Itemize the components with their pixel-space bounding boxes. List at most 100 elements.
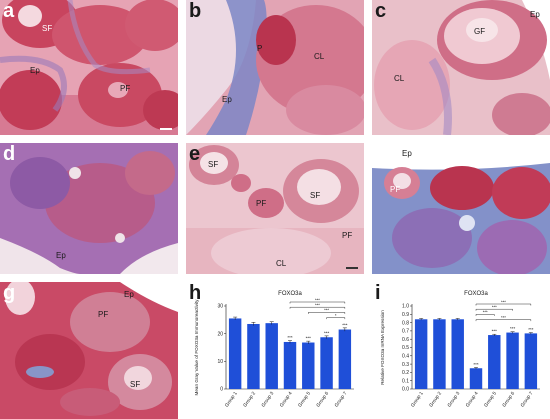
y-tick-label: 0.1 [402,378,409,384]
bar [302,342,315,389]
bar [283,341,297,389]
panel-label-i: i [375,282,381,304]
panel-label-c: c [375,0,387,22]
x-tick-label: Group 2 [242,390,257,408]
bracket-significance-label: *** [315,303,320,308]
bar [265,323,278,389]
bar-significance-label: *** [306,336,312,341]
micrograph-image-c [372,0,550,135]
annotation-pf: PF [120,84,131,93]
bracket-significance-label: *** [324,308,329,313]
micrograph-panel-c: c GF Ep CL [372,0,550,135]
bar-significance-label: *** [492,329,498,334]
chart-panel-h: h FOXO3a Mean Gray Value of FOXO3a Immuno… [186,282,364,419]
bracket-significance-label: *** [501,315,506,320]
annotation-ep: Ep [222,95,232,104]
bar-significance-label: *** [473,362,479,367]
micrograph-image-f [372,143,550,274]
micrograph-image-b [186,0,364,135]
bracket-significance-label: *** [492,305,497,310]
micrograph-image-e [186,143,364,274]
bar [338,329,352,389]
micrograph-image-g [0,282,178,419]
bar [414,319,428,389]
bar-chart-h: FOXO3a Mean Gray Value of FOXO3a Immunore… [194,291,354,408]
x-tick-label: Group 7 [334,390,349,408]
bracket-significance-label: *** [315,297,320,302]
bar-significance-label: *** [528,327,534,332]
y-axis-label: Mean Gray Value of FOXO3a Immunoreactivi… [194,299,199,396]
micrograph-image-d [0,143,178,274]
panel-label-f: f [375,143,382,165]
y-tick-label: 0.8 [402,320,409,326]
micrograph-panel-e: e SF PF SF PF CL [186,143,364,274]
chart-title: FOXO3a [278,291,302,297]
panel-label-e: e [189,143,201,165]
bar-significance-label: *** [287,335,293,340]
y-tick-label: 0.5 [402,345,409,351]
bar [451,319,464,389]
micrograph-panel-b: b P CL Ep [186,0,364,135]
annotation-gf: GF [474,27,486,36]
chart-panel-i: i FOXO3a Relative FOXO3a mRNA Expression 0… [372,282,550,419]
scale-bar [160,128,172,130]
bar [320,337,333,389]
y-tick-label: 0.0 [402,387,409,393]
micrograph-panel-d: d Ep [0,143,178,274]
micrograph-panel-f: f Ep PF [372,143,550,274]
x-tick-label: Group 4 [465,390,480,408]
panel-label-g: g [3,282,16,304]
bracket-significance-label: * [335,313,337,318]
annotation-cl: CL [276,259,287,268]
annotation-pf: PF [342,231,353,240]
y-tick-label: 0 [220,387,223,393]
bar-chart-i: FOXO3a Relative FOXO3a mRNA Expression 0.0… [380,291,540,408]
panel-label-h: h [189,282,202,304]
bracket-significance-label: *** [501,299,506,304]
annotation-cl: CL [394,74,405,83]
x-tick-label: Group 4 [279,390,294,408]
annotation-sf: SF [42,24,53,33]
panel-label-b: b [189,0,202,22]
chart-title: FOXO3a [464,291,488,297]
x-tick-label: Group 3 [260,390,275,408]
x-tick-label: Group 1 [410,390,425,408]
bar [469,368,483,389]
bar [488,335,501,389]
bar [228,318,242,389]
annotation-pf: PF [256,199,267,208]
y-axis-label: Relative FOXO3a mRNA Expression [380,310,385,385]
x-tick-label: Group 3 [446,390,461,408]
annotation-cl: CL [314,52,325,61]
annotation-ep: Ep [530,10,540,19]
y-tick-label: 30 [217,304,223,310]
annotation-sf: SF [310,191,321,200]
y-tick-label: 0.7 [402,329,409,335]
x-tick-label: Group 2 [428,390,443,408]
bar [524,333,538,389]
annotation-ep: Ep [124,290,134,299]
annotation-sf: SF [208,160,219,169]
annotation-p: P [257,44,263,53]
micrograph-panel-g: g Ep PF SF [0,282,178,419]
annotation-ep: Ep [30,66,40,75]
bar [506,332,519,389]
annotation-sf: SF [130,380,141,389]
x-tick-label: Group 5 [483,390,498,408]
y-tick-label: 10 [217,359,223,365]
bar [433,319,446,389]
x-tick-label: Group 6 [501,390,516,408]
x-tick-label: Group 7 [520,390,535,408]
y-tick-label: 20 [217,331,223,337]
bar-significance-label: *** [342,322,348,327]
annotation-pf: PF [390,185,401,194]
panel-label-a: a [3,0,15,22]
panel-label-d: d [3,143,16,165]
micrograph-image-a [0,0,178,135]
bar-significance-label: *** [510,326,516,331]
annotation-pf: PF [98,310,109,319]
y-tick-label: 0.2 [402,370,409,376]
bracket-significance-label: *** [483,310,488,315]
bar-significance-label: *** [324,330,330,335]
x-tick-label: Group 5 [297,390,312,408]
